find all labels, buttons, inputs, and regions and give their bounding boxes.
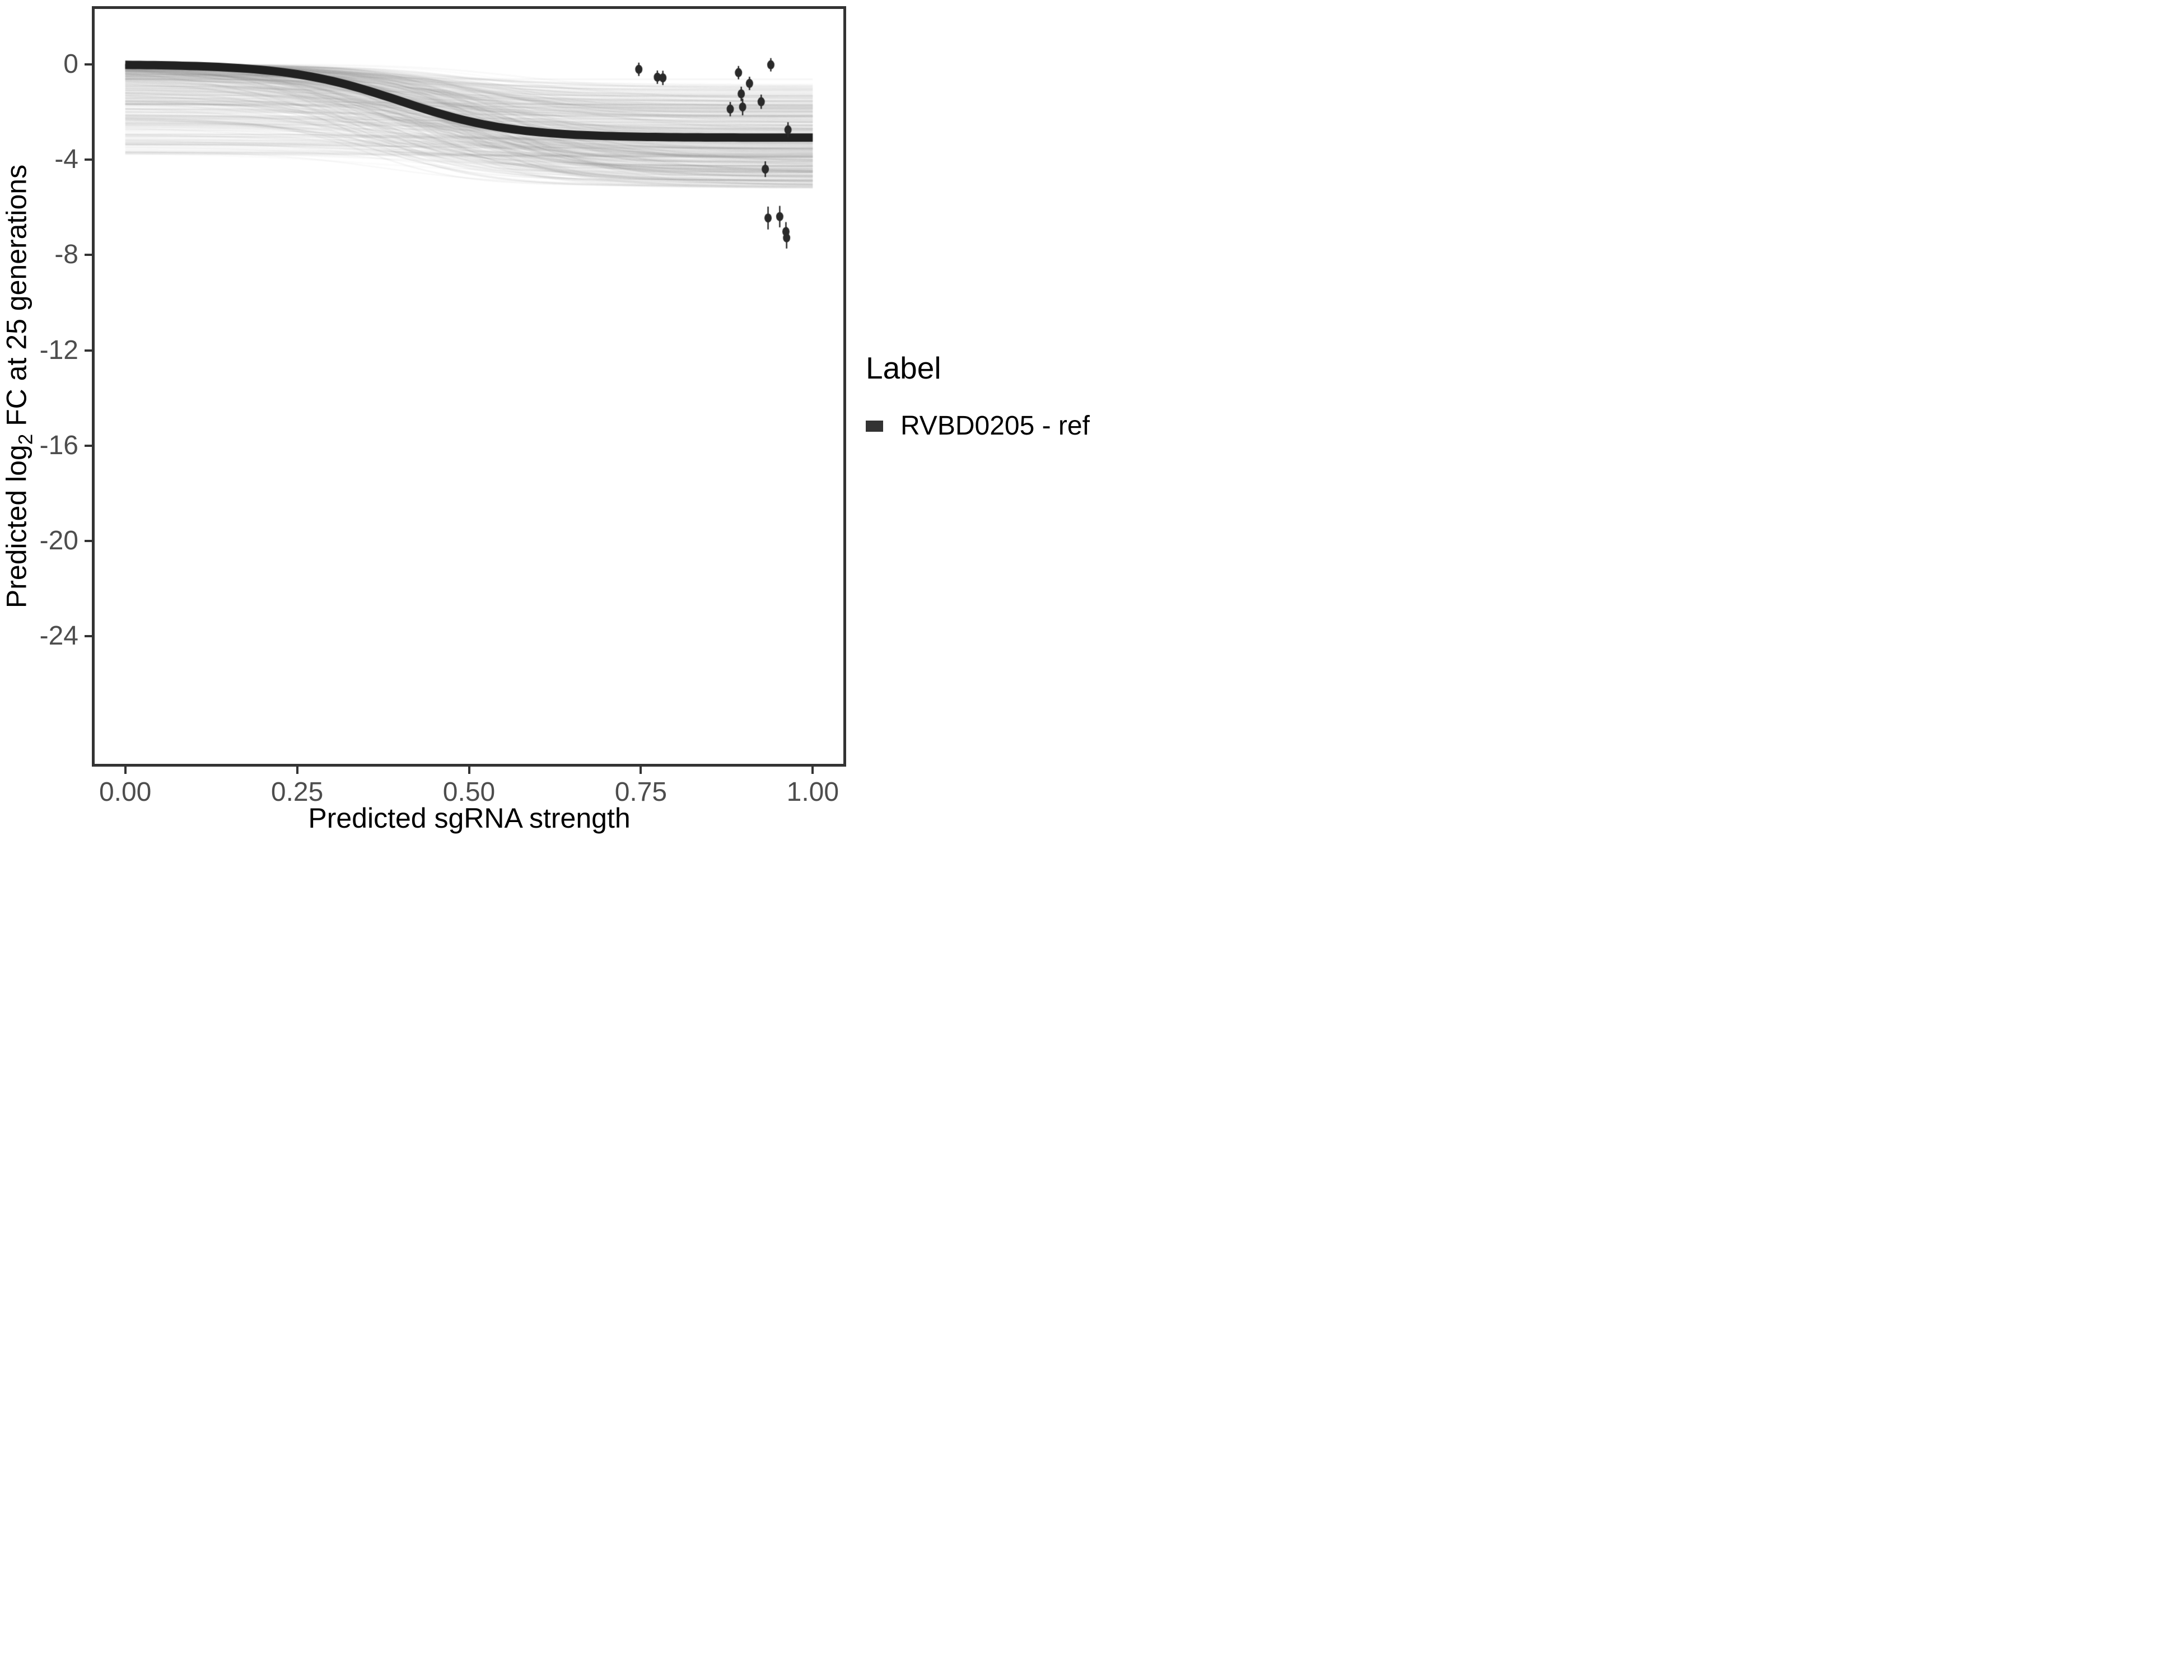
- y-axis-title: Predicted log2 FC at 25 generations: [1, 164, 37, 609]
- x-tick-mark: [296, 767, 298, 774]
- legend-item: RVBD0205 - ref: [866, 413, 1090, 440]
- legend-key-swatch: [866, 421, 883, 432]
- legend-title: Label: [866, 351, 941, 385]
- figure: 0.00 0.25 0.50 0.75 1.00 0 -4 -8 -12 -16 -20 -24 P…: [0, 0, 1092, 840]
- x-tick-label: 0.50: [442, 777, 496, 807]
- y-tick-mark: [85, 635, 92, 638]
- x-tick-mark: [468, 767, 470, 774]
- y-axis-title-suffix: FC at 25 generations: [1, 164, 32, 434]
- y-tick-mark: [85, 349, 92, 352]
- x-tick-mark: [124, 767, 127, 774]
- x-tick-label: 0.00: [99, 777, 152, 807]
- y-axis-title-subscript: 2: [15, 433, 37, 445]
- y-tick-label: 0: [63, 49, 78, 79]
- legend-item-label: RVBD0205 - ref: [900, 411, 1090, 441]
- y-tick-mark: [85, 539, 92, 542]
- y-tick-mark: [85, 158, 92, 161]
- x-tick-mark: [811, 767, 814, 774]
- y-tick-mark: [85, 444, 92, 447]
- y-tick-label: -4: [54, 144, 78, 175]
- y-tick-label: -8: [54, 240, 78, 270]
- y-tick-label: -20: [39, 525, 78, 556]
- x-axis-title: Predicted sgRNA strength: [308, 802, 631, 834]
- x-tick-label: 1.00: [786, 777, 839, 807]
- plot-canvas: [0, 0, 1092, 840]
- y-tick-label: -12: [39, 335, 78, 365]
- y-tick-mark: [85, 254, 92, 256]
- y-tick-mark: [85, 63, 92, 66]
- x-tick-mark: [640, 767, 642, 774]
- y-tick-label: -16: [39, 430, 78, 460]
- y-tick-label: -24: [39, 621, 78, 651]
- x-tick-label: 0.25: [270, 777, 324, 807]
- x-tick-label: 0.75: [614, 777, 668, 807]
- legend: Label RVBD0205 - ref: [866, 353, 1090, 440]
